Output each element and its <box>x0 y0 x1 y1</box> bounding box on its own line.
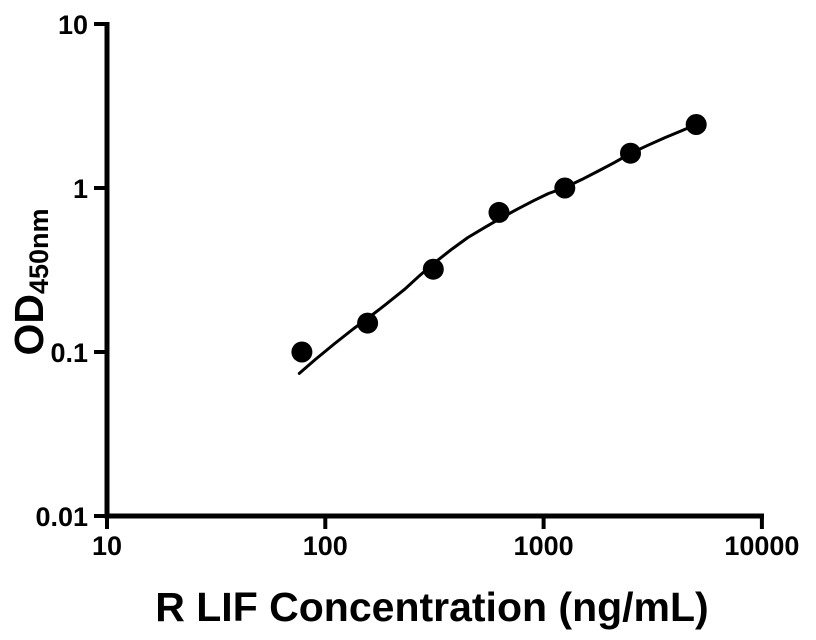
x-tick-label: 10 <box>92 531 122 561</box>
y-axis-title-main: OD <box>6 294 52 356</box>
x-tick-label: 100 <box>303 531 348 561</box>
data-point <box>620 142 641 164</box>
y-tick-label: 0.1 <box>50 338 88 368</box>
data-point <box>685 114 707 135</box>
data-point <box>488 201 510 223</box>
data-points <box>291 114 707 363</box>
y-axis-title-subscript: 450nm <box>24 208 54 294</box>
y-tick-label: 0.01 <box>35 502 88 532</box>
y-axis-ticks: 10 1 0.1 0.01 <box>35 10 107 532</box>
y-tick-label: 1 <box>73 174 88 204</box>
data-point <box>291 341 313 363</box>
x-tick-label: 10000 <box>724 531 799 561</box>
x-tick-label: 1000 <box>514 531 574 561</box>
data-point <box>422 258 444 280</box>
data-point <box>554 177 576 199</box>
data-point <box>357 312 379 334</box>
x-axis-title: R LIF Concentration (ng/mL) <box>155 584 708 630</box>
y-axis-title: OD450nm <box>6 208 54 355</box>
y-tick-label: 10 <box>58 10 88 40</box>
